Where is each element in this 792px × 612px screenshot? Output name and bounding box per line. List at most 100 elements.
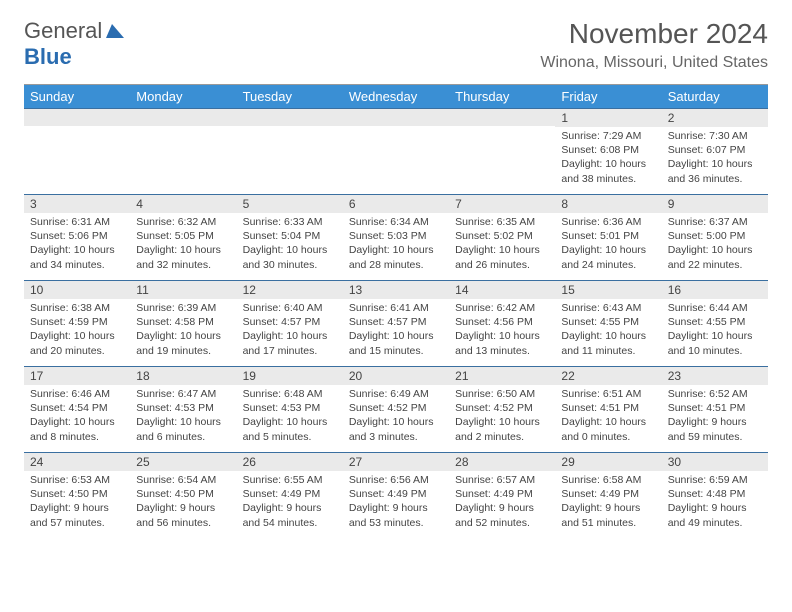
day-info: Sunrise: 6:41 AMSunset: 4:57 PMDaylight:… xyxy=(343,299,449,362)
day-number: 13 xyxy=(343,280,449,299)
day-info: Sunrise: 6:59 AMSunset: 4:48 PMDaylight:… xyxy=(662,471,768,534)
day-number: 9 xyxy=(662,194,768,213)
week-row: 24Sunrise: 6:53 AMSunset: 4:50 PMDayligh… xyxy=(24,452,768,538)
calendar-cell: 14Sunrise: 6:42 AMSunset: 4:56 PMDayligh… xyxy=(449,280,555,366)
day-number: 17 xyxy=(24,366,130,385)
day-info: Sunrise: 6:53 AMSunset: 4:50 PMDaylight:… xyxy=(24,471,130,534)
calendar-cell: 12Sunrise: 6:40 AMSunset: 4:57 PMDayligh… xyxy=(237,280,343,366)
sunset: Sunset: 4:57 PM xyxy=(349,315,443,329)
sunset: Sunset: 4:54 PM xyxy=(30,401,124,415)
calendar-cell: 8Sunrise: 6:36 AMSunset: 5:01 PMDaylight… xyxy=(555,194,661,280)
calendar-cell: 28Sunrise: 6:57 AMSunset: 4:49 PMDayligh… xyxy=(449,452,555,538)
day-number: 4 xyxy=(130,194,236,213)
daylight: Daylight: 10 hours and 13 minutes. xyxy=(455,329,549,357)
calendar-cell: 18Sunrise: 6:47 AMSunset: 4:53 PMDayligh… xyxy=(130,366,236,452)
sunset: Sunset: 5:01 PM xyxy=(561,229,655,243)
day-number: 6 xyxy=(343,194,449,213)
day-number: 2 xyxy=(662,108,768,127)
day-number: 27 xyxy=(343,452,449,471)
day-number xyxy=(24,108,130,126)
day-number: 29 xyxy=(555,452,661,471)
day-info: Sunrise: 7:29 AMSunset: 6:08 PMDaylight:… xyxy=(555,127,661,190)
sunrise: Sunrise: 7:30 AM xyxy=(668,129,762,143)
sunrise: Sunrise: 6:37 AM xyxy=(668,215,762,229)
daylight: Daylight: 10 hours and 36 minutes. xyxy=(668,157,762,185)
day-number: 14 xyxy=(449,280,555,299)
day-number: 18 xyxy=(130,366,236,385)
header: GeneralBlue November 2024 Winona, Missou… xyxy=(24,18,768,72)
daylight: Daylight: 9 hours and 56 minutes. xyxy=(136,501,230,529)
calendar-cell: 10Sunrise: 6:38 AMSunset: 4:59 PMDayligh… xyxy=(24,280,130,366)
sunrise: Sunrise: 6:50 AM xyxy=(455,387,549,401)
calendar-cell: 21Sunrise: 6:50 AMSunset: 4:52 PMDayligh… xyxy=(449,366,555,452)
daylight: Daylight: 10 hours and 2 minutes. xyxy=(455,415,549,443)
day-info: Sunrise: 6:33 AMSunset: 5:04 PMDaylight:… xyxy=(237,213,343,276)
daylight: Daylight: 9 hours and 54 minutes. xyxy=(243,501,337,529)
sunrise: Sunrise: 6:36 AM xyxy=(561,215,655,229)
calendar-cell: 26Sunrise: 6:55 AMSunset: 4:49 PMDayligh… xyxy=(237,452,343,538)
calendar-cell: 5Sunrise: 6:33 AMSunset: 5:04 PMDaylight… xyxy=(237,194,343,280)
day-header: Tuesday xyxy=(237,85,343,108)
daylight: Daylight: 9 hours and 53 minutes. xyxy=(349,501,443,529)
sunset: Sunset: 5:00 PM xyxy=(668,229,762,243)
logo-part1: General xyxy=(24,18,102,43)
day-header: Sunday xyxy=(24,85,130,108)
calendar-cell: 29Sunrise: 6:58 AMSunset: 4:49 PMDayligh… xyxy=(555,452,661,538)
sunrise: Sunrise: 6:35 AM xyxy=(455,215,549,229)
daylight: Daylight: 10 hours and 32 minutes. xyxy=(136,243,230,271)
sunset: Sunset: 6:08 PM xyxy=(561,143,655,157)
day-info: Sunrise: 6:44 AMSunset: 4:55 PMDaylight:… xyxy=(662,299,768,362)
day-info: Sunrise: 6:42 AMSunset: 4:56 PMDaylight:… xyxy=(449,299,555,362)
daylight: Daylight: 10 hours and 5 minutes. xyxy=(243,415,337,443)
day-number xyxy=(449,108,555,126)
sunrise: Sunrise: 6:41 AM xyxy=(349,301,443,315)
daylight: Daylight: 10 hours and 26 minutes. xyxy=(455,243,549,271)
day-header: Monday xyxy=(130,85,236,108)
day-info: Sunrise: 6:43 AMSunset: 4:55 PMDaylight:… xyxy=(555,299,661,362)
week-row: 17Sunrise: 6:46 AMSunset: 4:54 PMDayligh… xyxy=(24,366,768,452)
day-info: Sunrise: 6:31 AMSunset: 5:06 PMDaylight:… xyxy=(24,213,130,276)
sunset: Sunset: 4:53 PM xyxy=(136,401,230,415)
sunrise: Sunrise: 6:52 AM xyxy=(668,387,762,401)
day-info: Sunrise: 6:47 AMSunset: 4:53 PMDaylight:… xyxy=(130,385,236,448)
logo: GeneralBlue xyxy=(24,18,126,70)
day-info: Sunrise: 6:38 AMSunset: 4:59 PMDaylight:… xyxy=(24,299,130,362)
calendar-cell: 19Sunrise: 6:48 AMSunset: 4:53 PMDayligh… xyxy=(237,366,343,452)
day-info: Sunrise: 6:54 AMSunset: 4:50 PMDaylight:… xyxy=(130,471,236,534)
calendar-cell: 20Sunrise: 6:49 AMSunset: 4:52 PMDayligh… xyxy=(343,366,449,452)
sunrise: Sunrise: 6:33 AM xyxy=(243,215,337,229)
daylight: Daylight: 10 hours and 30 minutes. xyxy=(243,243,337,271)
calendar-cell xyxy=(449,108,555,194)
day-number: 5 xyxy=(237,194,343,213)
day-headers: Sunday Monday Tuesday Wednesday Thursday… xyxy=(24,85,768,108)
calendar-cell: 15Sunrise: 6:43 AMSunset: 4:55 PMDayligh… xyxy=(555,280,661,366)
calendar-cell: 9Sunrise: 6:37 AMSunset: 5:00 PMDaylight… xyxy=(662,194,768,280)
sunrise: Sunrise: 6:49 AM xyxy=(349,387,443,401)
daylight: Daylight: 10 hours and 15 minutes. xyxy=(349,329,443,357)
daylight: Daylight: 10 hours and 10 minutes. xyxy=(668,329,762,357)
daylight: Daylight: 10 hours and 38 minutes. xyxy=(561,157,655,185)
sunrise: Sunrise: 7:29 AM xyxy=(561,129,655,143)
daylight: Daylight: 10 hours and 17 minutes. xyxy=(243,329,337,357)
sunset: Sunset: 5:06 PM xyxy=(30,229,124,243)
sunrise: Sunrise: 6:44 AM xyxy=(668,301,762,315)
day-info: Sunrise: 6:39 AMSunset: 4:58 PMDaylight:… xyxy=(130,299,236,362)
sunset: Sunset: 4:49 PM xyxy=(455,487,549,501)
calendar-cell xyxy=(237,108,343,194)
day-header: Friday xyxy=(555,85,661,108)
sunrise: Sunrise: 6:46 AM xyxy=(30,387,124,401)
sunset: Sunset: 4:59 PM xyxy=(30,315,124,329)
day-number: 16 xyxy=(662,280,768,299)
sunset: Sunset: 5:04 PM xyxy=(243,229,337,243)
sunset: Sunset: 4:56 PM xyxy=(455,315,549,329)
daylight: Daylight: 9 hours and 59 minutes. xyxy=(668,415,762,443)
logo-sail-icon xyxy=(106,18,126,43)
calendar-cell: 30Sunrise: 6:59 AMSunset: 4:48 PMDayligh… xyxy=(662,452,768,538)
calendar-cell: 7Sunrise: 6:35 AMSunset: 5:02 PMDaylight… xyxy=(449,194,555,280)
day-info: Sunrise: 6:52 AMSunset: 4:51 PMDaylight:… xyxy=(662,385,768,448)
day-info: Sunrise: 6:56 AMSunset: 4:49 PMDaylight:… xyxy=(343,471,449,534)
location: Winona, Missouri, United States xyxy=(540,54,768,72)
calendar-cell: 17Sunrise: 6:46 AMSunset: 4:54 PMDayligh… xyxy=(24,366,130,452)
day-info: Sunrise: 6:46 AMSunset: 4:54 PMDaylight:… xyxy=(24,385,130,448)
day-number: 3 xyxy=(24,194,130,213)
